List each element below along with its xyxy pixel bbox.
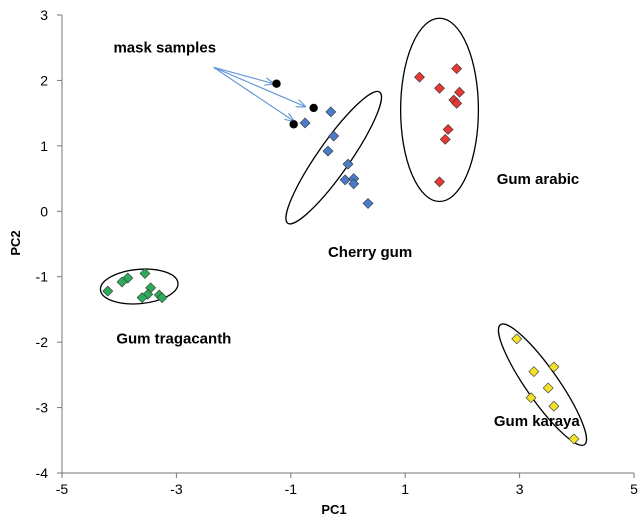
- data-point-diamond: [102, 285, 114, 297]
- x-tick-label: 1: [401, 481, 409, 497]
- data-point-circle: [309, 103, 318, 113]
- y-tick-label: -4: [36, 465, 49, 481]
- data-point-diamond: [548, 400, 560, 412]
- annotation-arrow: [213, 66, 294, 121]
- data-point-diamond: [342, 158, 354, 170]
- y-tick-label: 1: [40, 138, 48, 154]
- data-point-diamond: [414, 71, 425, 83]
- annotation-arrows: [213, 66, 306, 121]
- cluster-label: Gum karaya: [494, 413, 581, 430]
- x-tick-label: 3: [516, 481, 524, 497]
- y-tick-label: 0: [40, 203, 48, 219]
- cluster-label: Gum arabic: [497, 171, 580, 188]
- x-tick-label: -1: [285, 481, 298, 497]
- data-point-diamond: [339, 174, 351, 186]
- data-point-circle: [289, 120, 298, 129]
- data-point-diamond: [325, 106, 337, 118]
- cluster-ellipse: [399, 17, 480, 203]
- x-tick-label: 5: [630, 481, 638, 497]
- data-point-diamond: [451, 97, 463, 109]
- cluster-label: mask samples: [113, 39, 216, 56]
- data-point-diamond: [348, 178, 360, 190]
- cluster-ellipse: [285, 90, 383, 225]
- data-point-diamond: [299, 117, 311, 129]
- data-point-diamond: [525, 392, 537, 404]
- data-point-diamond: [434, 176, 445, 188]
- annotations: mask samples Gum arabic Cherry gum Gum trag…: [113, 39, 580, 430]
- y-tick-label: 2: [40, 72, 48, 88]
- data-point-diamond: [511, 333, 523, 345]
- cluster-ellipse: [99, 268, 179, 305]
- data-point-diamond: [116, 276, 128, 288]
- y-tick-label: 3: [40, 7, 48, 23]
- data-point-diamond: [442, 124, 454, 135]
- data-point-diamond: [362, 198, 374, 209]
- tick-labels: -5 -3 -1 1 3 5 -4 -3 -2 -1 0 1 2 3: [36, 7, 639, 497]
- data-point-diamond: [528, 366, 540, 378]
- data-point-diamond: [542, 382, 554, 394]
- x-axis-title: PC1: [321, 502, 346, 517]
- data-point-diamond: [454, 86, 465, 98]
- cluster-ellipse: [497, 323, 588, 446]
- data-point-diamond: [136, 292, 148, 304]
- annotation-arrow: [213, 66, 274, 83]
- x-tick-label: -5: [56, 481, 69, 497]
- y-tick-label: -1: [36, 269, 49, 285]
- data-point-diamond: [322, 145, 334, 157]
- y-tick-label: -2: [36, 334, 49, 350]
- cluster-ellipses: [99, 17, 588, 446]
- annotation-arrow: [213, 66, 306, 106]
- data-point-diamond: [434, 82, 445, 94]
- data-point-diamond: [568, 433, 580, 445]
- data-point-diamond: [439, 133, 451, 145]
- cluster-label: Cherry gum: [328, 244, 412, 261]
- cluster-label: Gum tragacanth: [116, 330, 231, 347]
- axes: [57, 14, 635, 478]
- data-point-diamond: [451, 63, 463, 75]
- data-points: [102, 63, 580, 445]
- data-point-diamond: [139, 268, 151, 279]
- y-axis-title: PC2: [8, 230, 23, 255]
- y-tick-label: -3: [36, 400, 49, 416]
- x-tick-label: -3: [170, 481, 183, 497]
- data-point-diamond: [328, 130, 340, 142]
- data-point-diamond: [548, 361, 560, 373]
- data-point-circle: [272, 79, 281, 88]
- data-point-diamond: [156, 292, 168, 304]
